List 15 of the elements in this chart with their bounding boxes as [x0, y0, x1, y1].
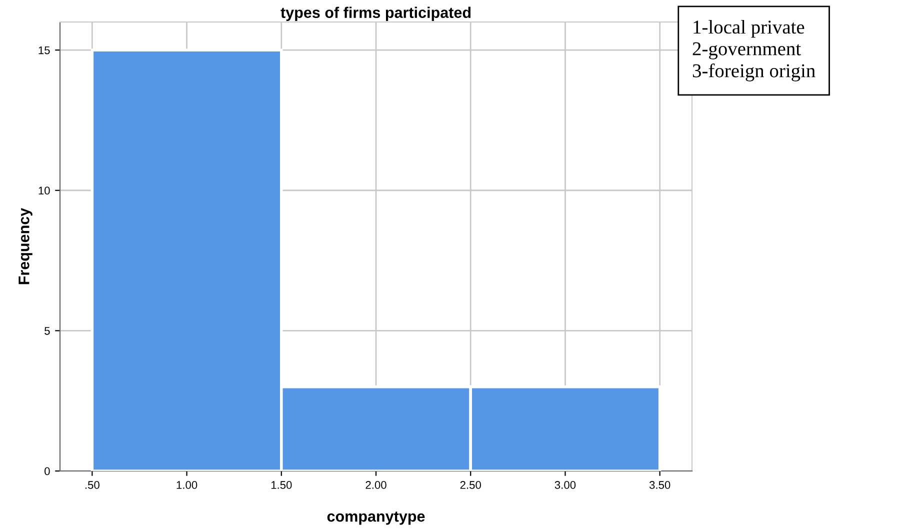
y-tick-label: 0: [44, 467, 50, 476]
x-tick-label: 3.50: [649, 481, 670, 489]
x-tick-label: 2.00: [366, 481, 386, 489]
x-tick-label: .50: [85, 481, 100, 489]
text: 1-local private 2-government 3-foreign origin: [692, 20, 816, 82]
x-tick-label: 2.50: [460, 481, 481, 489]
x-tick-label: 1.00: [176, 481, 198, 489]
x-tick-label: 3.00: [554, 481, 576, 489]
x-tick-label: 1.50: [271, 481, 292, 489]
chart-title: types of firms participated: [280, 6, 471, 22]
y-tick-label: 10: [38, 186, 50, 195]
y-tick-label: 15: [38, 46, 50, 54]
x-axis-title: companytype: [327, 512, 425, 525]
y-tick-label: 5: [44, 327, 50, 335]
y-axis-title: Frequency: [18, 208, 32, 284]
